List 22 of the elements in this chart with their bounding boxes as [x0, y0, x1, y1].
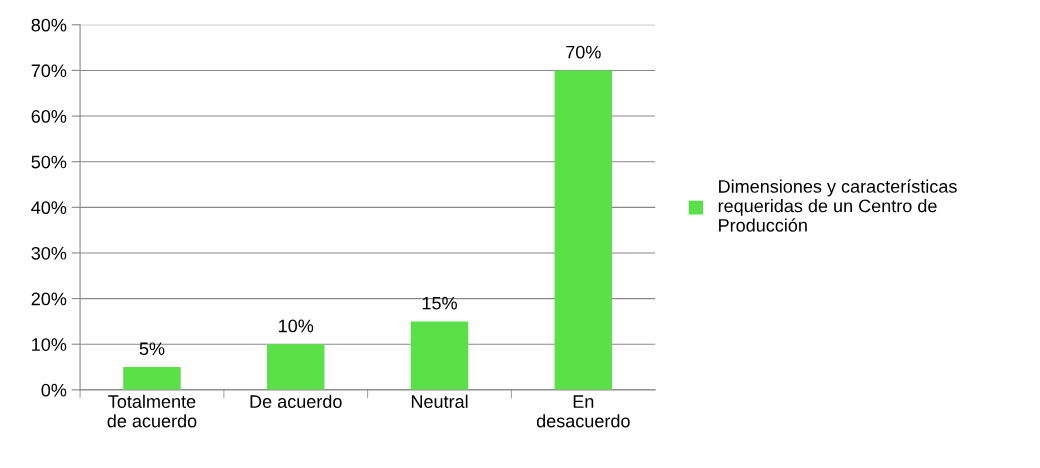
- y-tick-label: 20%: [31, 292, 67, 306]
- y-tick-label: 70%: [31, 64, 67, 78]
- data-label: 70%: [566, 45, 601, 59]
- y-tick-label: 80%: [31, 18, 67, 32]
- y-tick-label: 10%: [32, 338, 67, 351]
- data-label: 10%: [279, 319, 314, 333]
- legend-label: Dimensiones y características requeridas de un Centro de Producción: [718, 179, 957, 232]
- bar: [123, 367, 181, 390]
- y-tick-label: 60%: [31, 110, 67, 123]
- data-label: 15%: [422, 296, 457, 310]
- y-tick-label: 50%: [31, 155, 67, 169]
- y-tick-label: 30%: [31, 246, 67, 260]
- x-tick-label: Totalmente de acuerdo: [107, 394, 197, 428]
- x-tick-label: De acuerdo: [250, 394, 342, 408]
- bar: [554, 70, 613, 390]
- bar: [266, 344, 325, 390]
- bar: [410, 321, 469, 390]
- x-tick-label: Neutral: [411, 394, 468, 408]
- y-tick-label: 0%: [41, 383, 67, 397]
- x-tick-label: En desacuerdo: [536, 395, 630, 428]
- data-label: 5%: [139, 342, 165, 356]
- y-tick-label: 40%: [31, 201, 67, 215]
